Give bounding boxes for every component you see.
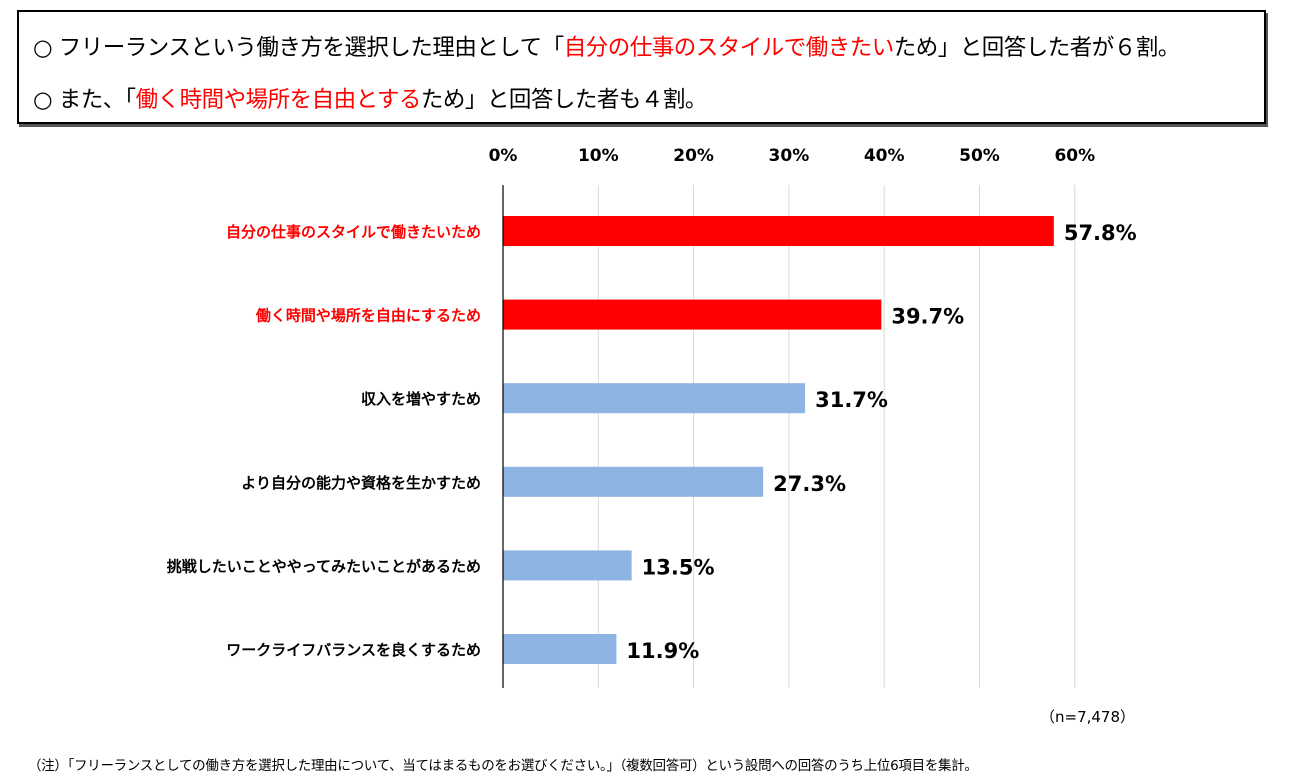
bar [503,299,882,330]
tick-label: 60% [1054,146,1095,166]
tick-label: 10% [578,146,619,166]
tick-label: 40% [864,146,905,166]
category-label: 自分の仕事のスタイルで働きたいため [226,223,481,241]
data-label: 13.5% [642,555,715,579]
bar [503,466,764,497]
summary-text: また、「 [58,87,136,113]
bar [503,216,1054,246]
summary-highlight: 働く時間や場所を自由とする [135,87,422,113]
summary-text: フリーランスという働き方を選択した理由として「 [58,35,564,61]
bar [503,550,632,581]
summary-text: ため」と回答した者も４割。 [420,87,708,113]
tick-label: 20% [673,146,714,166]
summary-text: ため」と回答した者が６割。 [893,35,1181,61]
data-label: 27.3% [773,472,846,496]
bar-chart: 0% 10% 20% 30% 40% 50% 60% 自分の仕事のスタイルで働きたいため 57.… [167,146,1137,688]
data-label: 31.7% [815,388,888,412]
category-label: 働く時間や場所を自由にするため [255,307,481,325]
summary-box: ○ フリーランスという働き方を選択した理由として「自分の仕事のスタイルで働きたい… [17,10,1266,124]
tick-label: 30% [769,146,810,166]
category-label: ワークライフバランスを良くするため [226,641,481,659]
category-label: 挑戦したいことややってみたいことがあるため [167,557,481,575]
footnote: （注）「フリーランスとしての働き方を選択した理由について、当てはまるものをお選び… [28,758,978,774]
category-label: 収入を増やすため [361,390,481,408]
sample-size: （n=7,478） [1040,708,1136,726]
summary-line-1: ○ フリーランスという働き方を選択した理由として「自分の仕事のスタイルで働きたい… [33,30,1180,62]
category-label: より自分の能力や資格を生かすため [241,474,481,492]
data-label: 57.8% [1064,221,1137,245]
bullet-circle: ○ [33,87,53,113]
tick-label: 0% [489,146,518,166]
bullet-circle: ○ [33,35,53,61]
bar [503,634,617,664]
data-label: 39.7% [891,305,964,329]
summary-highlight: 自分の仕事のスタイルで働きたい [563,35,895,61]
tick-label: 50% [959,146,1000,166]
bar [503,383,806,414]
data-label: 11.9% [626,639,699,663]
summary-line-2: ○ また、「働く時間や場所を自由とするため」と回答した者も４割。 [33,82,707,114]
